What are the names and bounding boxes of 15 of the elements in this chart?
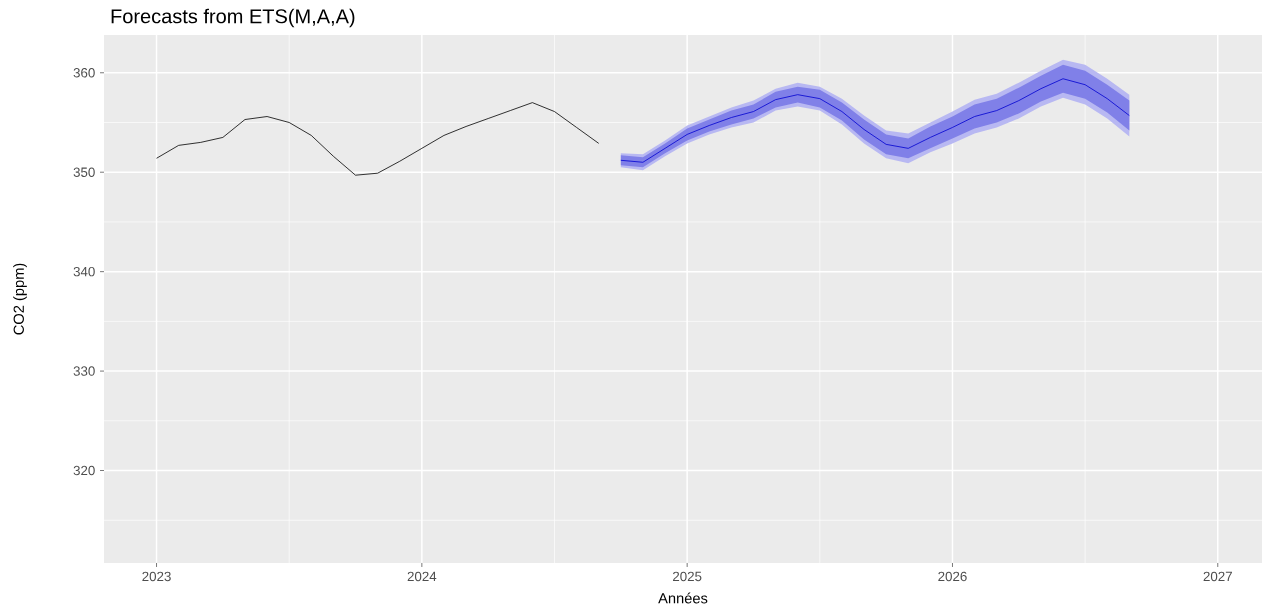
y-axis-title: CO2 (ppm)	[13, 263, 27, 335]
x-tick-label: 2026	[938, 571, 967, 582]
chart-title: Forecasts from ETS(M,A,A)	[111, 8, 355, 28]
y-tick-label: 320	[73, 465, 95, 476]
x-tick-label: 2023	[142, 571, 171, 582]
x-axis-title: Années	[658, 592, 708, 604]
y-tick-label: 350	[73, 167, 95, 177]
y-tick-label: 330	[73, 366, 95, 376]
line-series	[156, 102, 600, 176]
x-tick-label: 2025	[672, 571, 702, 582]
x-tick-label: 2024	[407, 571, 437, 582]
y-tick-label: 340	[73, 266, 95, 277]
y-tick-label: 360	[73, 68, 95, 78]
line-series	[620, 78, 1130, 163]
x-tick-label: 2027	[1203, 571, 1232, 582]
